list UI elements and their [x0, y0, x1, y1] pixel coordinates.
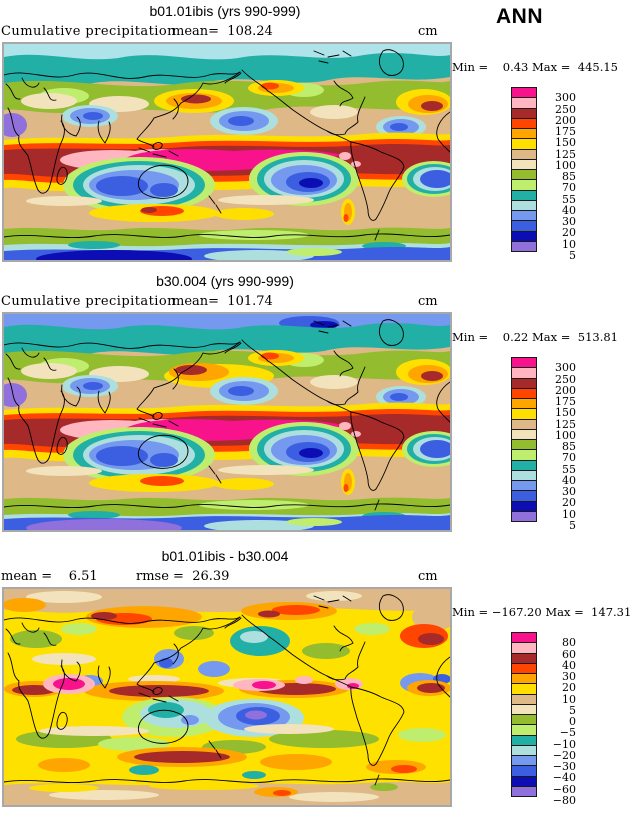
- colorbar-tick-label: 100: [555, 158, 576, 172]
- colorbar-tick-label: 125: [555, 147, 576, 161]
- colorbar-case2: 300 250 200 175 150 125 100 85 70 55 40 30 20 10 5: [511, 357, 576, 532]
- colorbar-cell: [511, 785, 537, 797]
- colorbar-tick-label: 70: [562, 181, 576, 195]
- minmax-stat: Min = 0.43 Max = 445.15: [452, 60, 618, 74]
- minmax-stat: Min = −167.20 Max = 147.31: [452, 605, 632, 619]
- colorbar-tick-label: 5: [569, 703, 576, 717]
- panel-title: b01.01ibis - b30.004: [161, 548, 289, 564]
- colorbar-tick-label: 70: [562, 451, 576, 465]
- colorbar-tick-label: 10: [562, 692, 576, 706]
- colorbar-tick-label: 250: [555, 102, 576, 116]
- colorbar-tick-label: 100: [555, 428, 576, 442]
- colorbar-tick-label: −10: [552, 737, 576, 751]
- colorbar-tick-label: 40: [562, 203, 576, 217]
- colorbar-tick-label: −30: [552, 760, 576, 774]
- variable-label: Cumulative precipitation: [1, 24, 176, 39]
- colorbar-tick-label: 300: [555, 91, 576, 105]
- colorbar-tick-label: 200: [555, 113, 576, 127]
- colorbar-tick-label: 5: [569, 518, 576, 532]
- colorbar-tick-label: 55: [562, 192, 576, 206]
- mean-stat: mean= 108.24: [172, 24, 273, 39]
- colorbar-tick-label: 20: [562, 681, 576, 695]
- colorbar-tick-label: 5: [569, 248, 576, 262]
- colorbar-tick-label: 40: [562, 473, 576, 487]
- colorbar-cell: [511, 510, 537, 522]
- world-precip-map: [4, 314, 450, 530]
- panel-title: b30.004 (yrs 990-999): [156, 273, 294, 289]
- panel-title: b01.01ibis (yrs 990-999): [149, 3, 301, 19]
- panel-difference: b01.01ibis - b30.004 mean = 6.51 rmse = …: [0, 545, 634, 815]
- colorbar-tick-label: 125: [555, 417, 576, 431]
- colorbar-difference: 80 60 40 30 20 10 5 0 −5 −10 −20 −30 −40 −60 −80: [511, 632, 576, 807]
- units-label: cm: [418, 569, 438, 584]
- panel-case1: b01.01ibis (yrs 990-999) Cumulative prec…: [0, 0, 634, 270]
- units-label: cm: [418, 294, 438, 309]
- colorbar-tick-label: 250: [555, 372, 576, 386]
- colorbar-tick-label: 175: [555, 395, 576, 409]
- colorbar-tick-label: 30: [562, 215, 576, 229]
- colorbar-tick-label: 85: [562, 440, 576, 454]
- world-diff-map: [4, 589, 450, 805]
- colorbar-tick-label: 150: [555, 406, 576, 420]
- map-case1: [2, 42, 452, 262]
- colorbar-tick-label: 150: [555, 136, 576, 150]
- colorbar-tick-label: 200: [555, 383, 576, 397]
- colorbar-tick-label: −60: [552, 782, 576, 796]
- panel-case2: b30.004 (yrs 990-999) Cumulative precipi…: [0, 270, 634, 540]
- colorbar-tick-label: 80: [562, 636, 576, 650]
- mean-stat: mean= 101.74: [172, 294, 273, 309]
- colorbar-tick-label: −5: [559, 726, 576, 740]
- colorbar-tick-label: 30: [562, 485, 576, 499]
- colorbar-tick-label: 300: [555, 361, 576, 375]
- colorbar-case1: 300 250 200 175 150 125 100 85 70 55 40 30 20 10 5: [511, 87, 576, 262]
- colorbar-tick-label: 55: [562, 462, 576, 476]
- colorbar-tick-label: 20: [562, 226, 576, 240]
- colorbar-tick-label: 20: [562, 496, 576, 510]
- colorbar-tick-label: −40: [552, 771, 576, 785]
- colorbar-tick-label: 40: [562, 658, 576, 672]
- variable-label: Cumulative precipitation: [1, 294, 176, 309]
- colorbar-tick-label: −80: [552, 793, 576, 807]
- units-label: cm: [418, 24, 438, 39]
- mean-stat: mean = 6.51: [1, 569, 98, 584]
- minmax-stat: Min = 0.22 Max = 513.81: [452, 330, 618, 344]
- season-label: ANN: [496, 5, 543, 28]
- map-case2: [2, 312, 452, 532]
- colorbar-tick-label: 10: [562, 237, 576, 251]
- colorbar-tick-label: 30: [562, 670, 576, 684]
- colorbar-tick-label: 60: [562, 647, 576, 661]
- colorbar-tick-label: 175: [555, 125, 576, 139]
- rmse-stat: rmse = 26.39: [136, 569, 230, 584]
- colorbar-tick-label: −20: [552, 748, 576, 762]
- colorbar-tick-label: 10: [562, 507, 576, 521]
- map-difference: [2, 587, 452, 807]
- colorbar-tick-label: 85: [562, 170, 576, 184]
- colorbar-tick-label: 0: [569, 715, 576, 729]
- world-precip-map: [4, 44, 450, 260]
- colorbar-cell: [511, 240, 537, 252]
